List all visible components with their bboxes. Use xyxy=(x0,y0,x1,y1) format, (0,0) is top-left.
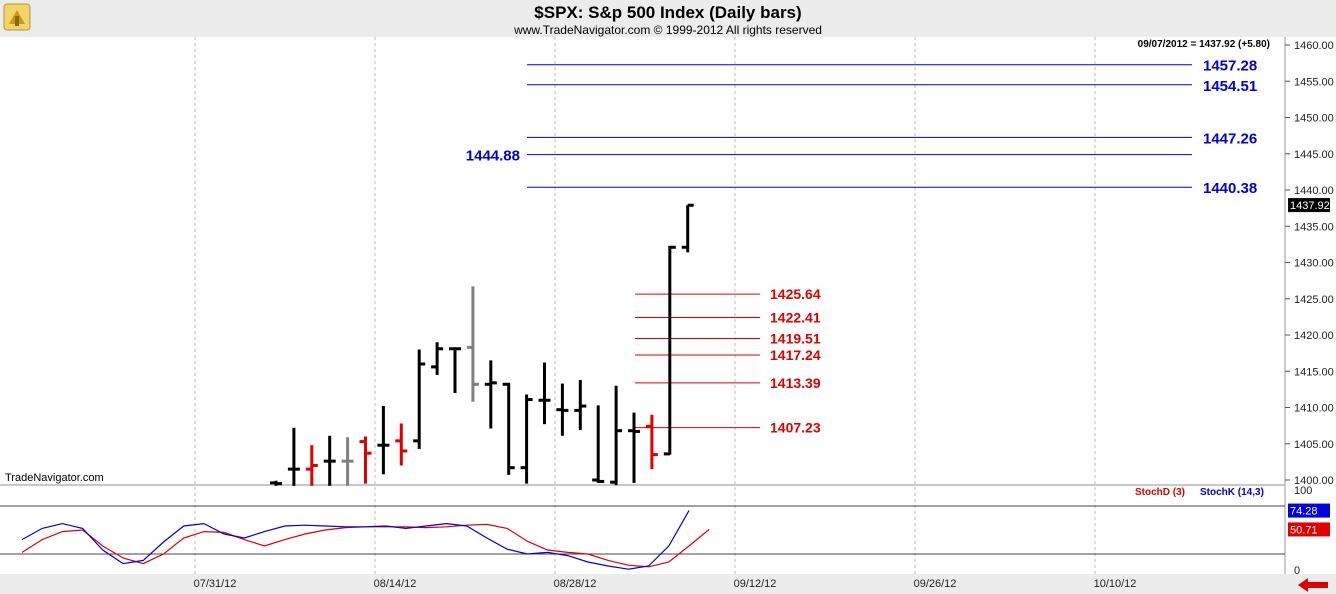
date-axis: 07/31/12 08/14/12 08/28/12 09/12/12 09/26/12… xyxy=(194,578,1137,590)
price-tick-label: 1440.00 xyxy=(1294,185,1334,197)
stoch-tick-label: 0 xyxy=(1294,565,1300,577)
ohlc-bar xyxy=(645,414,658,470)
date-tick-label: 07/31/12 xyxy=(194,578,237,590)
ohlc-bar xyxy=(556,383,569,436)
chart-subtitle: www.TradeNavigator.com © 1999-2012 All r… xyxy=(513,23,822,37)
price-tick-label: 1415.00 xyxy=(1294,366,1334,378)
red-level-label: 1417.24 xyxy=(770,347,821,363)
date-tick-label: 09/26/12 xyxy=(914,578,957,590)
ohlc-bar xyxy=(431,342,444,375)
blue-level-label: 1454.51 xyxy=(1203,78,1257,95)
stochastic-panel: 100 0 50.71 74.28 xyxy=(0,485,1330,577)
stoch-last-value: 50.71 xyxy=(1290,524,1318,536)
date-tick-label: 10/10/12 xyxy=(1094,578,1137,590)
stoch-series-line xyxy=(21,510,690,570)
ohlc-bar xyxy=(413,349,426,449)
price-panel xyxy=(0,37,1285,484)
blue-level-label: 1444.88 xyxy=(466,148,520,165)
blue-level-label: 1457.28 xyxy=(1203,58,1257,75)
ohlc-bar xyxy=(270,480,282,486)
stoch-last-value: 74.28 xyxy=(1290,506,1318,518)
price-tick-label: 1425.00 xyxy=(1294,294,1334,306)
ohlc-bar xyxy=(377,406,390,475)
logo-icon xyxy=(3,3,31,31)
stoch-tick-label: 100 xyxy=(1294,485,1312,497)
ohlc-bar xyxy=(663,245,676,456)
date-tick-label: 08/14/12 xyxy=(374,578,417,590)
indicator-panel xyxy=(0,486,1285,574)
ohlc-bar xyxy=(305,445,318,486)
blue-level-label: 1440.38 xyxy=(1203,180,1257,197)
right-axis xyxy=(1285,37,1336,574)
price-axis: 1460.00 1455.00 1450.00 1445.00 1440.00 1435.… xyxy=(1285,40,1334,487)
price-bars xyxy=(270,203,694,486)
ohlc-bar xyxy=(341,437,354,486)
price-tick-label: 1410.00 xyxy=(1294,403,1334,415)
ohlc-bar xyxy=(592,405,605,483)
ohlc-bar xyxy=(538,362,551,425)
blue-level-label: 1447.26 xyxy=(1203,130,1257,147)
ohlc-bar xyxy=(466,286,479,402)
ohlc-bar xyxy=(323,435,336,486)
price-tick-label: 1405.00 xyxy=(1294,439,1334,451)
date-tick-label: 09/12/12 xyxy=(734,578,777,590)
ohlc-bar xyxy=(681,203,694,253)
price-tick-label: 1400.00 xyxy=(1294,475,1334,487)
ohlc-bar xyxy=(449,347,461,393)
watermark: TradeNavigator.com xyxy=(5,472,104,484)
last-price-label: 09/07/2012 = 1437.92 (+5.80) xyxy=(1138,39,1270,50)
price-levels: 1457.28 1454.51 1447.26 1444.88 1440.38 1425.… xyxy=(466,58,1257,436)
red-level-label: 1422.41 xyxy=(770,310,821,326)
ohlc-bar xyxy=(574,379,587,430)
chart-title: $SPX: S&p 500 Index (Daily bars) xyxy=(534,3,801,22)
last-price-box xyxy=(1288,198,1330,213)
ohlc-bar xyxy=(359,436,372,484)
red-level-label: 1407.23 xyxy=(770,420,821,436)
red-level-label: 1413.39 xyxy=(770,375,821,391)
red-level-label: 1425.64 xyxy=(770,286,821,302)
scroll-left-arrow-icon[interactable] xyxy=(1298,578,1328,592)
last-price-tag: 1437.92 xyxy=(1290,200,1330,212)
price-tick-label: 1450.00 xyxy=(1294,113,1334,125)
stoch-last-box xyxy=(1288,522,1330,537)
ohlc-bar xyxy=(610,385,623,486)
ohlc-bar xyxy=(287,427,300,486)
price-tick-label: 1455.00 xyxy=(1294,76,1334,88)
ohlc-bar xyxy=(395,423,408,466)
ohlc-bar xyxy=(484,360,497,429)
stochk-legend: StochK (14,3) xyxy=(1200,487,1264,498)
date-tick-label: 08/28/12 xyxy=(554,578,597,590)
price-tick-label: 1430.00 xyxy=(1294,258,1334,270)
price-tick-label: 1445.00 xyxy=(1294,149,1334,161)
ohlc-bar xyxy=(628,412,640,483)
ohlc-bar xyxy=(502,382,515,475)
price-tick-label: 1460.00 xyxy=(1294,40,1334,52)
ohlc-bar xyxy=(520,394,533,484)
stoch-last-box xyxy=(1288,503,1330,518)
red-level-label: 1419.51 xyxy=(770,331,821,347)
price-tick-label: 1435.00 xyxy=(1294,221,1334,233)
stochd-legend: StochD (3) xyxy=(1135,487,1185,498)
price-tick-label: 1420.00 xyxy=(1294,330,1334,342)
